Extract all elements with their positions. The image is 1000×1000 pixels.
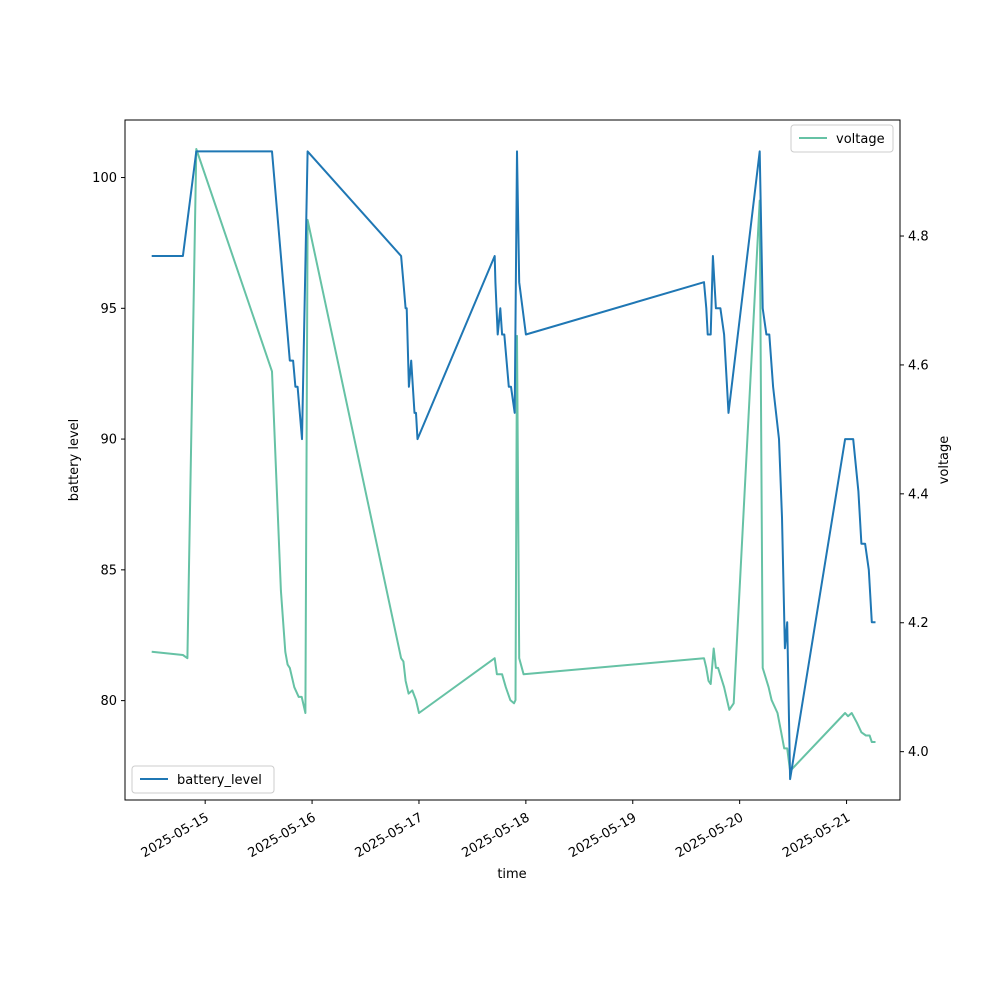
right-y-axis-label: voltage [937, 436, 952, 485]
plot-frame [124, 119, 901, 801]
right-y-tick-label: 4.6 [908, 358, 929, 373]
series-layer [151, 148, 876, 781]
left-y-axis-label: battery level [67, 419, 82, 502]
legend-battery-level-box [131, 765, 275, 794]
legend-voltage-box [790, 124, 894, 153]
left-y-tick-label: 100 [92, 171, 117, 186]
series-line-battery-level [151, 150, 876, 781]
right-y-tick-label: 4.8 [908, 230, 929, 245]
left-y-tick-label: 85 [100, 563, 117, 578]
left-y-axis-ticks: 80 85 90 95 100 [92, 171, 125, 709]
left-y-tick-label: 95 [100, 302, 117, 317]
legend-voltage-label: voltage [836, 132, 885, 147]
legend-voltage: voltage [790, 124, 894, 153]
legend-battery-level: battery_level [131, 765, 275, 794]
right-y-tick-label: 4.2 [908, 616, 929, 631]
x-axis-label: time [497, 867, 526, 882]
legend-battery-level-label: battery_level [177, 773, 262, 788]
left-y-tick-label: 80 [100, 694, 117, 709]
left-y-tick-label: 90 [100, 433, 117, 448]
series-line-voltage [151, 148, 876, 772]
right-y-tick-label: 4.4 [908, 487, 929, 502]
right-y-tick-label: 4.0 [908, 745, 929, 760]
right-y-axis-ticks: 4.0 4.2 4.4 4.6 4.8 [900, 230, 929, 760]
